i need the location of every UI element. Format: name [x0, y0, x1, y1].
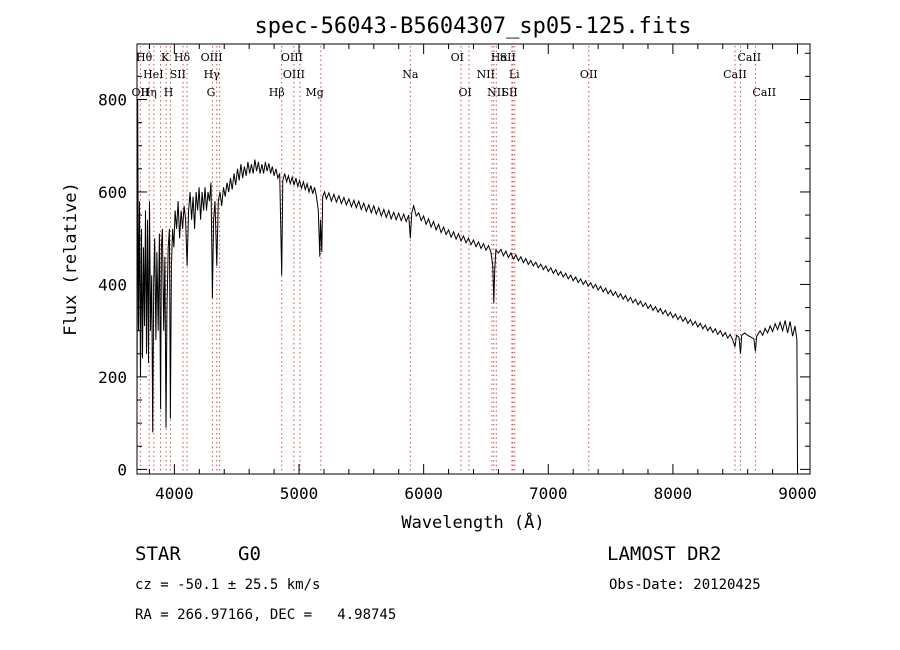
spectral-line-label: G: [207, 86, 216, 99]
spectral-line-label: Hη: [141, 86, 157, 99]
coordinates: RA = 266.97166, DEC = 4.98745: [135, 607, 396, 623]
spectral-line-label: OIII: [201, 51, 223, 64]
y-tick-label: 800: [98, 90, 127, 109]
spectrum-line: [136, 99, 798, 470]
spectral-line-label: SII: [500, 51, 516, 64]
survey-name: LAMOST DR2: [607, 543, 721, 565]
spectral-line-label: NII: [477, 68, 495, 81]
spectral-line-label: OI: [451, 51, 464, 64]
x-tick-label: 8000: [654, 484, 693, 503]
spectral-line-label: SII: [502, 86, 518, 99]
spectral-line-label: Hγ: [204, 68, 221, 81]
spectral-line-label: CaII: [737, 51, 761, 64]
spectral-line-label: H: [164, 86, 174, 99]
x-tick-label: 9000: [778, 484, 817, 503]
spectral-line-label: NII: [487, 86, 505, 99]
spectral-line-label: K: [161, 51, 170, 64]
spectral-line-label: Li: [509, 68, 520, 81]
spectral-line-label: Hθ: [136, 51, 153, 64]
spectral-line-label: SII: [170, 68, 186, 81]
y-tick-label: 200: [98, 368, 127, 387]
spectral-line-label: OIII: [283, 68, 305, 81]
y-tick-label: 0: [117, 460, 127, 479]
plot-frame: [136, 43, 811, 475]
spectral-line-label: HeI: [143, 68, 163, 81]
spectral-line-label: Hδ: [174, 51, 191, 64]
spectral-line-label: OI: [459, 86, 472, 99]
y-tick-label: 600: [98, 183, 127, 202]
spectral-line-label: Hβ: [269, 86, 285, 99]
spectral-line-label: Na: [402, 68, 419, 81]
spectral-line-label: Hα: [491, 51, 509, 64]
x-tick-label: 7000: [529, 484, 568, 503]
y-axis-label: Flux (relative): [61, 182, 81, 336]
obs-date: Obs-Date: 20120425: [609, 577, 761, 593]
spectral-line-label: Mg: [306, 86, 324, 99]
spectral-line-label: OII: [580, 68, 598, 81]
chart-title: spec-56043-B5604307_sp05-125.fits: [254, 14, 691, 39]
object-class: STAR: [135, 543, 181, 565]
x-axis-label: Wavelength (Å): [401, 511, 544, 533]
spectral-line-markers: [139, 46, 756, 474]
x-tick-label: 6000: [404, 484, 443, 503]
velocity-readout: cz = -50.1 ± 25.5 km/s: [135, 577, 320, 593]
spectral-line-label: OII: [132, 86, 150, 99]
y-tick-label: 400: [98, 275, 127, 294]
x-tick-label: 4000: [155, 484, 194, 503]
subclass: G0: [238, 543, 261, 565]
spectral-line-label: CaII: [752, 86, 776, 99]
spectral-line-label: CaII: [723, 68, 747, 81]
y-axis-ticks: 0 200 400 600 800: [98, 52, 810, 479]
x-tick-label: 5000: [280, 484, 319, 503]
spectral-line-label: OIII: [281, 51, 303, 64]
x-axis-ticks: 4000 5000 6000 7000 8000 9000: [148, 44, 817, 503]
